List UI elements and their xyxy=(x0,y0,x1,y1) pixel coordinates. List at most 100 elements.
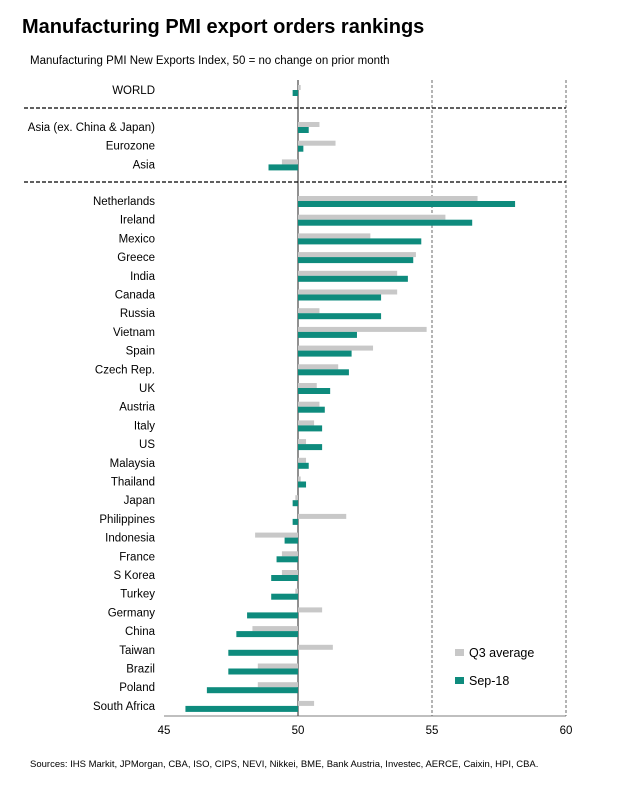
bar-q3-asia xyxy=(281,159,298,165)
x-tick-label-50: 50 xyxy=(292,725,305,737)
category-label-japan: Japan xyxy=(124,495,155,507)
bar-q3-vietnam xyxy=(298,326,427,332)
bar-q3-us xyxy=(298,439,307,445)
bar-q3-india xyxy=(298,270,398,276)
bar-sep-taiwan xyxy=(228,649,298,656)
bar-sep-south-africa xyxy=(185,705,298,712)
source-note: Sources: IHS Markit, JPMorgan, CBA, ISO,… xyxy=(30,759,539,770)
category-label-asia-ex-china-japan: Asia (ex. China & Japan) xyxy=(28,122,155,134)
bar-sep-indonesia xyxy=(284,537,298,544)
category-label-indonesia: Indonesia xyxy=(105,533,155,545)
category-label-france: France xyxy=(119,551,155,563)
bar-sep-spain xyxy=(298,350,352,357)
bar-sep-turkey xyxy=(271,593,298,600)
bar-q3-ireland xyxy=(298,214,446,220)
category-label-poland: Poland xyxy=(119,682,155,694)
bar-q3-eurozone xyxy=(298,140,336,146)
bar-q3-s-korea xyxy=(281,570,298,575)
bar-sep-eurozone xyxy=(298,145,304,152)
x-tick-label-45: 45 xyxy=(158,725,171,737)
legend-label-q3: Q3 average xyxy=(469,646,534,660)
bar-sep-malaysia xyxy=(298,462,309,469)
bar-sep-canada xyxy=(298,294,382,301)
bar-q3-malaysia xyxy=(298,457,307,463)
bar-q3-czech-rep xyxy=(298,364,339,370)
category-label-mexico: Mexico xyxy=(119,233,155,245)
bar-q3-austria xyxy=(298,401,320,407)
category-label-india: India xyxy=(130,271,156,283)
bar-q3-spain xyxy=(298,345,374,351)
bar-sep-germany xyxy=(247,612,298,619)
bar-sep-thailand xyxy=(298,481,307,488)
bar-sep-vietnam xyxy=(298,331,357,338)
category-label-canada: Canada xyxy=(115,290,156,302)
category-label-czech-rep: Czech Rep. xyxy=(95,364,155,376)
bar-q3-brazil xyxy=(257,663,298,669)
legend-swatch-q3 xyxy=(455,649,464,656)
x-axis-ticks: 45 50 55 60 xyxy=(158,725,573,737)
bar-sep-asia xyxy=(268,164,298,171)
bar-q3-netherlands xyxy=(298,196,478,201)
bar-sep-austria xyxy=(298,406,325,413)
category-label-malaysia: Malaysia xyxy=(110,458,156,470)
bar-q3-poland xyxy=(257,682,298,688)
bar-sep-france xyxy=(276,556,298,563)
bar-q3-germany xyxy=(298,607,323,613)
bar-sep-world xyxy=(292,90,298,96)
x-tick-label-60: 60 xyxy=(560,725,573,737)
category-label-us: US xyxy=(139,439,155,451)
bar-sep-us xyxy=(298,444,323,451)
bar-q3-greece xyxy=(298,252,416,258)
bar-q3-south-africa xyxy=(298,700,315,706)
category-label-austria: Austria xyxy=(119,402,155,414)
category-label-vietnam: Vietnam xyxy=(113,327,155,339)
category-label-china: China xyxy=(125,626,156,638)
category-label-brazil: Brazil xyxy=(126,664,155,676)
chart-title: Manufacturing PMI export orders rankings xyxy=(22,16,425,38)
category-labels: WORLD Asia (ex. China & Japan) Eurozone Asi… xyxy=(28,85,156,713)
category-label-thailand: Thailand xyxy=(111,477,155,489)
bar-sep-russia xyxy=(298,313,382,320)
category-label-philippines: Philippines xyxy=(99,514,155,526)
grid-layer xyxy=(24,80,567,717)
bar-q3-japan xyxy=(295,495,298,501)
category-label-italy: Italy xyxy=(134,420,155,432)
category-label-germany: Germany xyxy=(108,607,156,619)
bar-q3-taiwan xyxy=(298,644,333,650)
bar-q3-thailand xyxy=(298,476,301,482)
bar-q3-uk xyxy=(298,383,317,388)
bar-q3-canada xyxy=(298,289,398,295)
bar-q3-mexico xyxy=(298,233,371,239)
bar-sep-s-korea xyxy=(271,575,298,581)
bar-sep-czech-rep xyxy=(298,369,349,376)
bar-sep-mexico xyxy=(298,238,422,245)
category-label-eurozone: Eurozone xyxy=(106,141,155,153)
bar-q3-indonesia xyxy=(255,532,298,538)
bar-sep-uk xyxy=(298,388,331,394)
bar-q3-russia xyxy=(298,308,320,314)
bar-sep-ireland xyxy=(298,219,473,226)
category-label-s-korea: S Korea xyxy=(113,570,155,582)
bar-sep-brazil xyxy=(228,668,298,675)
category-label-asia: Asia xyxy=(133,159,156,171)
bar-sep-asia-ex-china-japan xyxy=(298,127,309,133)
category-label-world: WORLD xyxy=(112,85,155,97)
category-label-greece: Greece xyxy=(117,252,155,264)
category-label-russia: Russia xyxy=(120,308,156,320)
legend-label-sep: Sep-18 xyxy=(469,674,509,688)
bar-q3-world xyxy=(298,85,301,90)
bar-sep-philippines xyxy=(292,518,298,525)
bar-q3-france xyxy=(281,551,298,557)
bar-sep-japan xyxy=(292,500,298,507)
category-label-turkey: Turkey xyxy=(120,589,155,601)
bar-sep-netherlands xyxy=(298,201,516,207)
category-label-netherlands: Netherlands xyxy=(93,196,155,208)
x-tick-label-55: 55 xyxy=(426,725,439,737)
bar-q3-philippines xyxy=(298,513,347,519)
bar-q3-turkey xyxy=(295,588,298,594)
chart-subtitle: Manufacturing PMI New Exports Index, 50 … xyxy=(30,55,390,67)
bars-layer xyxy=(185,85,516,712)
bar-q3-china xyxy=(252,626,298,632)
bar-sep-india xyxy=(298,275,408,282)
